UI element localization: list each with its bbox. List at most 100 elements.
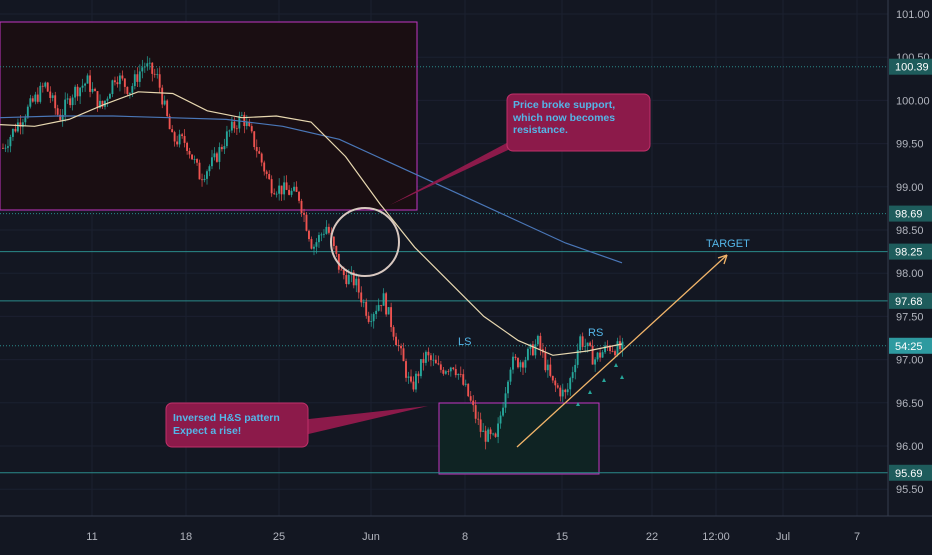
candle-body — [51, 95, 54, 98]
level-label-bg — [889, 243, 932, 260]
candle-body — [517, 358, 519, 368]
candle-body — [571, 372, 574, 379]
candle-body — [512, 356, 514, 370]
candle-body — [407, 376, 410, 378]
x-tick-label: 7 — [854, 531, 860, 543]
candle-body — [502, 407, 504, 416]
candle-body — [410, 376, 412, 382]
callout-top-text: Price broke support, which now becomes r… — [513, 99, 616, 136]
candle-body — [551, 375, 554, 381]
candle-body — [148, 62, 151, 64]
candle-body — [9, 136, 12, 147]
candle-body — [220, 147, 223, 150]
candle-body — [340, 269, 343, 271]
candle-body — [158, 74, 161, 88]
candle-body — [255, 147, 258, 152]
candle-body — [489, 429, 492, 435]
signal-markers — [576, 363, 624, 406]
candle-body — [317, 235, 320, 243]
target-label: TARGET — [706, 238, 750, 250]
candle-body — [352, 272, 355, 286]
y-tick-label: 99.50 — [896, 139, 924, 151]
candle-body — [561, 389, 564, 397]
candle-body — [26, 106, 29, 118]
candle-body — [337, 253, 340, 270]
candle-body — [273, 193, 276, 195]
x-tick-label: 18 — [180, 531, 192, 543]
candle-body — [347, 274, 350, 285]
candle-body — [71, 97, 74, 106]
y-tick-label: 97.50 — [896, 311, 924, 323]
candle-body — [320, 234, 323, 236]
candle-body — [357, 278, 360, 293]
level-label: 98.25 — [895, 247, 923, 259]
candle-body — [138, 71, 141, 82]
candle-body — [380, 305, 383, 306]
candle-body — [113, 80, 116, 83]
candle-body — [392, 327, 395, 337]
candle-body — [313, 246, 315, 249]
candle-body — [248, 122, 251, 127]
y-tick-label: 98.50 — [896, 225, 924, 237]
time-axis-panel[interactable] — [0, 516, 932, 550]
candle-body — [377, 305, 380, 311]
candle-body — [263, 162, 266, 172]
candle-body — [611, 351, 614, 352]
candle-body — [492, 433, 495, 435]
candle-body — [564, 389, 567, 393]
candle-body — [24, 117, 27, 123]
candle-body — [589, 342, 592, 346]
candle-body — [260, 153, 263, 163]
candle-body — [176, 141, 179, 145]
candle-body — [439, 364, 442, 370]
candle-body — [298, 191, 300, 201]
candle-body — [89, 75, 91, 92]
candle-body — [91, 88, 94, 92]
candle-body — [594, 359, 597, 365]
candle-body — [332, 236, 335, 246]
left-shoulder-label: LS — [458, 336, 471, 348]
level-label-bg — [889, 58, 932, 75]
candle-body — [566, 389, 569, 393]
candle-body — [156, 74, 159, 76]
x-tick-label: 8 — [462, 531, 468, 543]
candle-body — [405, 361, 407, 378]
candle-body — [482, 430, 485, 432]
candle-body — [81, 85, 84, 88]
candle-body — [526, 348, 529, 360]
candle-body — [14, 128, 17, 132]
candle-body — [521, 362, 524, 368]
candle-body — [243, 114, 246, 127]
candle-body — [84, 83, 86, 86]
candle-body — [16, 122, 19, 132]
candle-body — [61, 115, 64, 121]
candle-body — [49, 91, 52, 98]
candle-body — [449, 367, 452, 372]
signal-marker — [576, 402, 580, 406]
level-price-labels: 100.39 98.69 98.25 97.68 54:25 95.69 — [889, 58, 932, 481]
candle-body — [64, 99, 67, 116]
candle-body — [539, 335, 542, 350]
candle-body — [469, 396, 472, 401]
candle-body — [258, 151, 261, 154]
level-label-bg — [889, 337, 932, 354]
candle-body — [362, 301, 365, 303]
level-label: 95.69 — [895, 468, 923, 480]
candle-body — [402, 348, 405, 362]
candle-body — [487, 429, 490, 442]
candle-body — [419, 359, 422, 377]
candle-body — [621, 341, 624, 350]
candle-body — [116, 82, 119, 85]
candle-body — [529, 344, 532, 349]
candle-body — [278, 185, 281, 194]
candle-body — [101, 100, 104, 107]
candle-body — [34, 94, 37, 102]
callout-bottom-box — [165, 402, 309, 448]
candle-body — [178, 134, 181, 145]
candle-body — [457, 373, 460, 376]
target-arrow-head-left — [717, 254, 728, 259]
candle-body — [283, 182, 286, 195]
candle-body — [509, 369, 512, 382]
